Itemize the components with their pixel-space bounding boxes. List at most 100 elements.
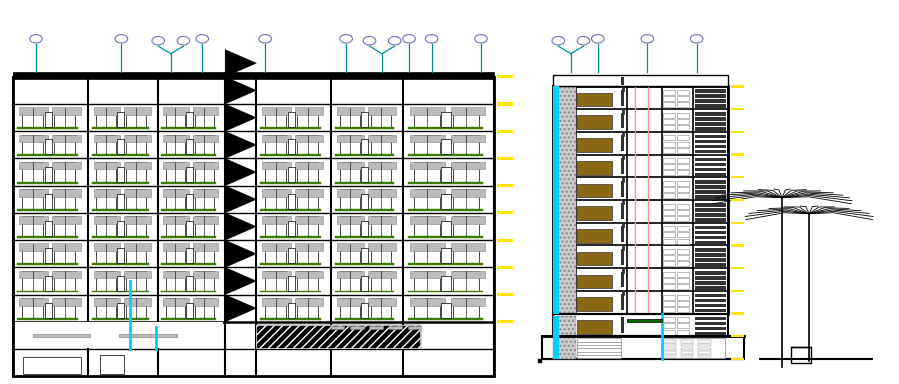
Bar [407,127,483,129]
Bar [695,117,726,121]
Bar [577,252,612,265]
Bar [93,216,120,224]
Bar [677,210,689,215]
Bar [265,135,286,154]
Bar [370,271,391,291]
Bar [695,203,726,207]
Bar [695,316,726,320]
Bar [621,77,625,85]
Bar [265,217,286,236]
Bar [695,172,726,176]
Bar [577,206,612,220]
Bar [93,107,120,115]
Bar [163,271,189,278]
Bar [663,348,676,350]
Bar [361,167,369,182]
Bar [195,271,214,291]
Bar [186,303,192,318]
Bar [621,204,625,219]
Bar [677,255,689,260]
Bar [17,318,78,320]
Bar [695,185,726,189]
Bar [677,164,689,169]
Bar [699,355,711,357]
Bar [165,135,184,154]
Bar [681,351,693,354]
Bar [55,135,76,154]
Bar [441,139,450,154]
Bar [414,108,440,127]
Bar [577,184,612,197]
Bar [441,248,450,263]
Bar [388,326,402,329]
Bar [414,244,440,263]
Bar [450,189,485,197]
Bar [699,351,711,354]
Bar [163,134,189,142]
Polygon shape [225,104,256,131]
Bar [695,248,726,252]
Bar [20,134,48,142]
Bar [55,271,76,291]
Bar [695,150,726,154]
Bar [677,295,689,300]
Bar [695,241,726,244]
Polygon shape [225,186,256,213]
Bar [337,271,364,278]
Bar [695,294,726,298]
Bar [450,134,485,142]
Bar [621,90,625,106]
Bar [677,249,689,254]
Bar [663,262,675,266]
Bar [17,154,78,156]
Bar [663,148,675,153]
Bar [288,139,295,154]
Bar [677,329,689,334]
Bar [695,157,726,161]
Bar [695,253,726,257]
Bar [695,190,726,194]
Bar [414,298,440,318]
Bar [340,298,360,318]
Bar [497,293,513,296]
Bar [677,216,689,221]
Bar [577,138,612,152]
Bar [677,272,689,277]
Bar [163,107,189,115]
Bar [663,351,676,354]
Bar [260,236,321,238]
Bar [663,102,675,107]
Bar [369,216,396,224]
Bar [55,108,76,127]
Bar [23,357,81,374]
Bar [453,244,479,263]
Bar [699,344,711,346]
Bar [260,209,321,211]
Bar [260,263,321,265]
Bar [55,217,76,236]
Bar [663,278,675,283]
Bar [161,127,217,129]
Bar [92,236,148,238]
Polygon shape [225,131,256,159]
Bar [577,338,621,358]
Bar [450,162,485,169]
Bar [124,189,151,197]
Bar [407,318,483,320]
Bar [334,236,394,238]
Bar [677,278,689,283]
Bar [441,167,450,182]
Bar [22,217,43,236]
Bar [192,134,218,142]
Bar [663,210,675,215]
Bar [96,162,116,182]
Bar [370,217,391,236]
Bar [621,294,625,310]
Bar [52,271,81,278]
Bar [441,276,450,291]
Bar [298,271,318,291]
Bar [20,243,48,251]
Bar [92,291,148,293]
Bar [195,298,214,318]
Bar [497,130,513,133]
